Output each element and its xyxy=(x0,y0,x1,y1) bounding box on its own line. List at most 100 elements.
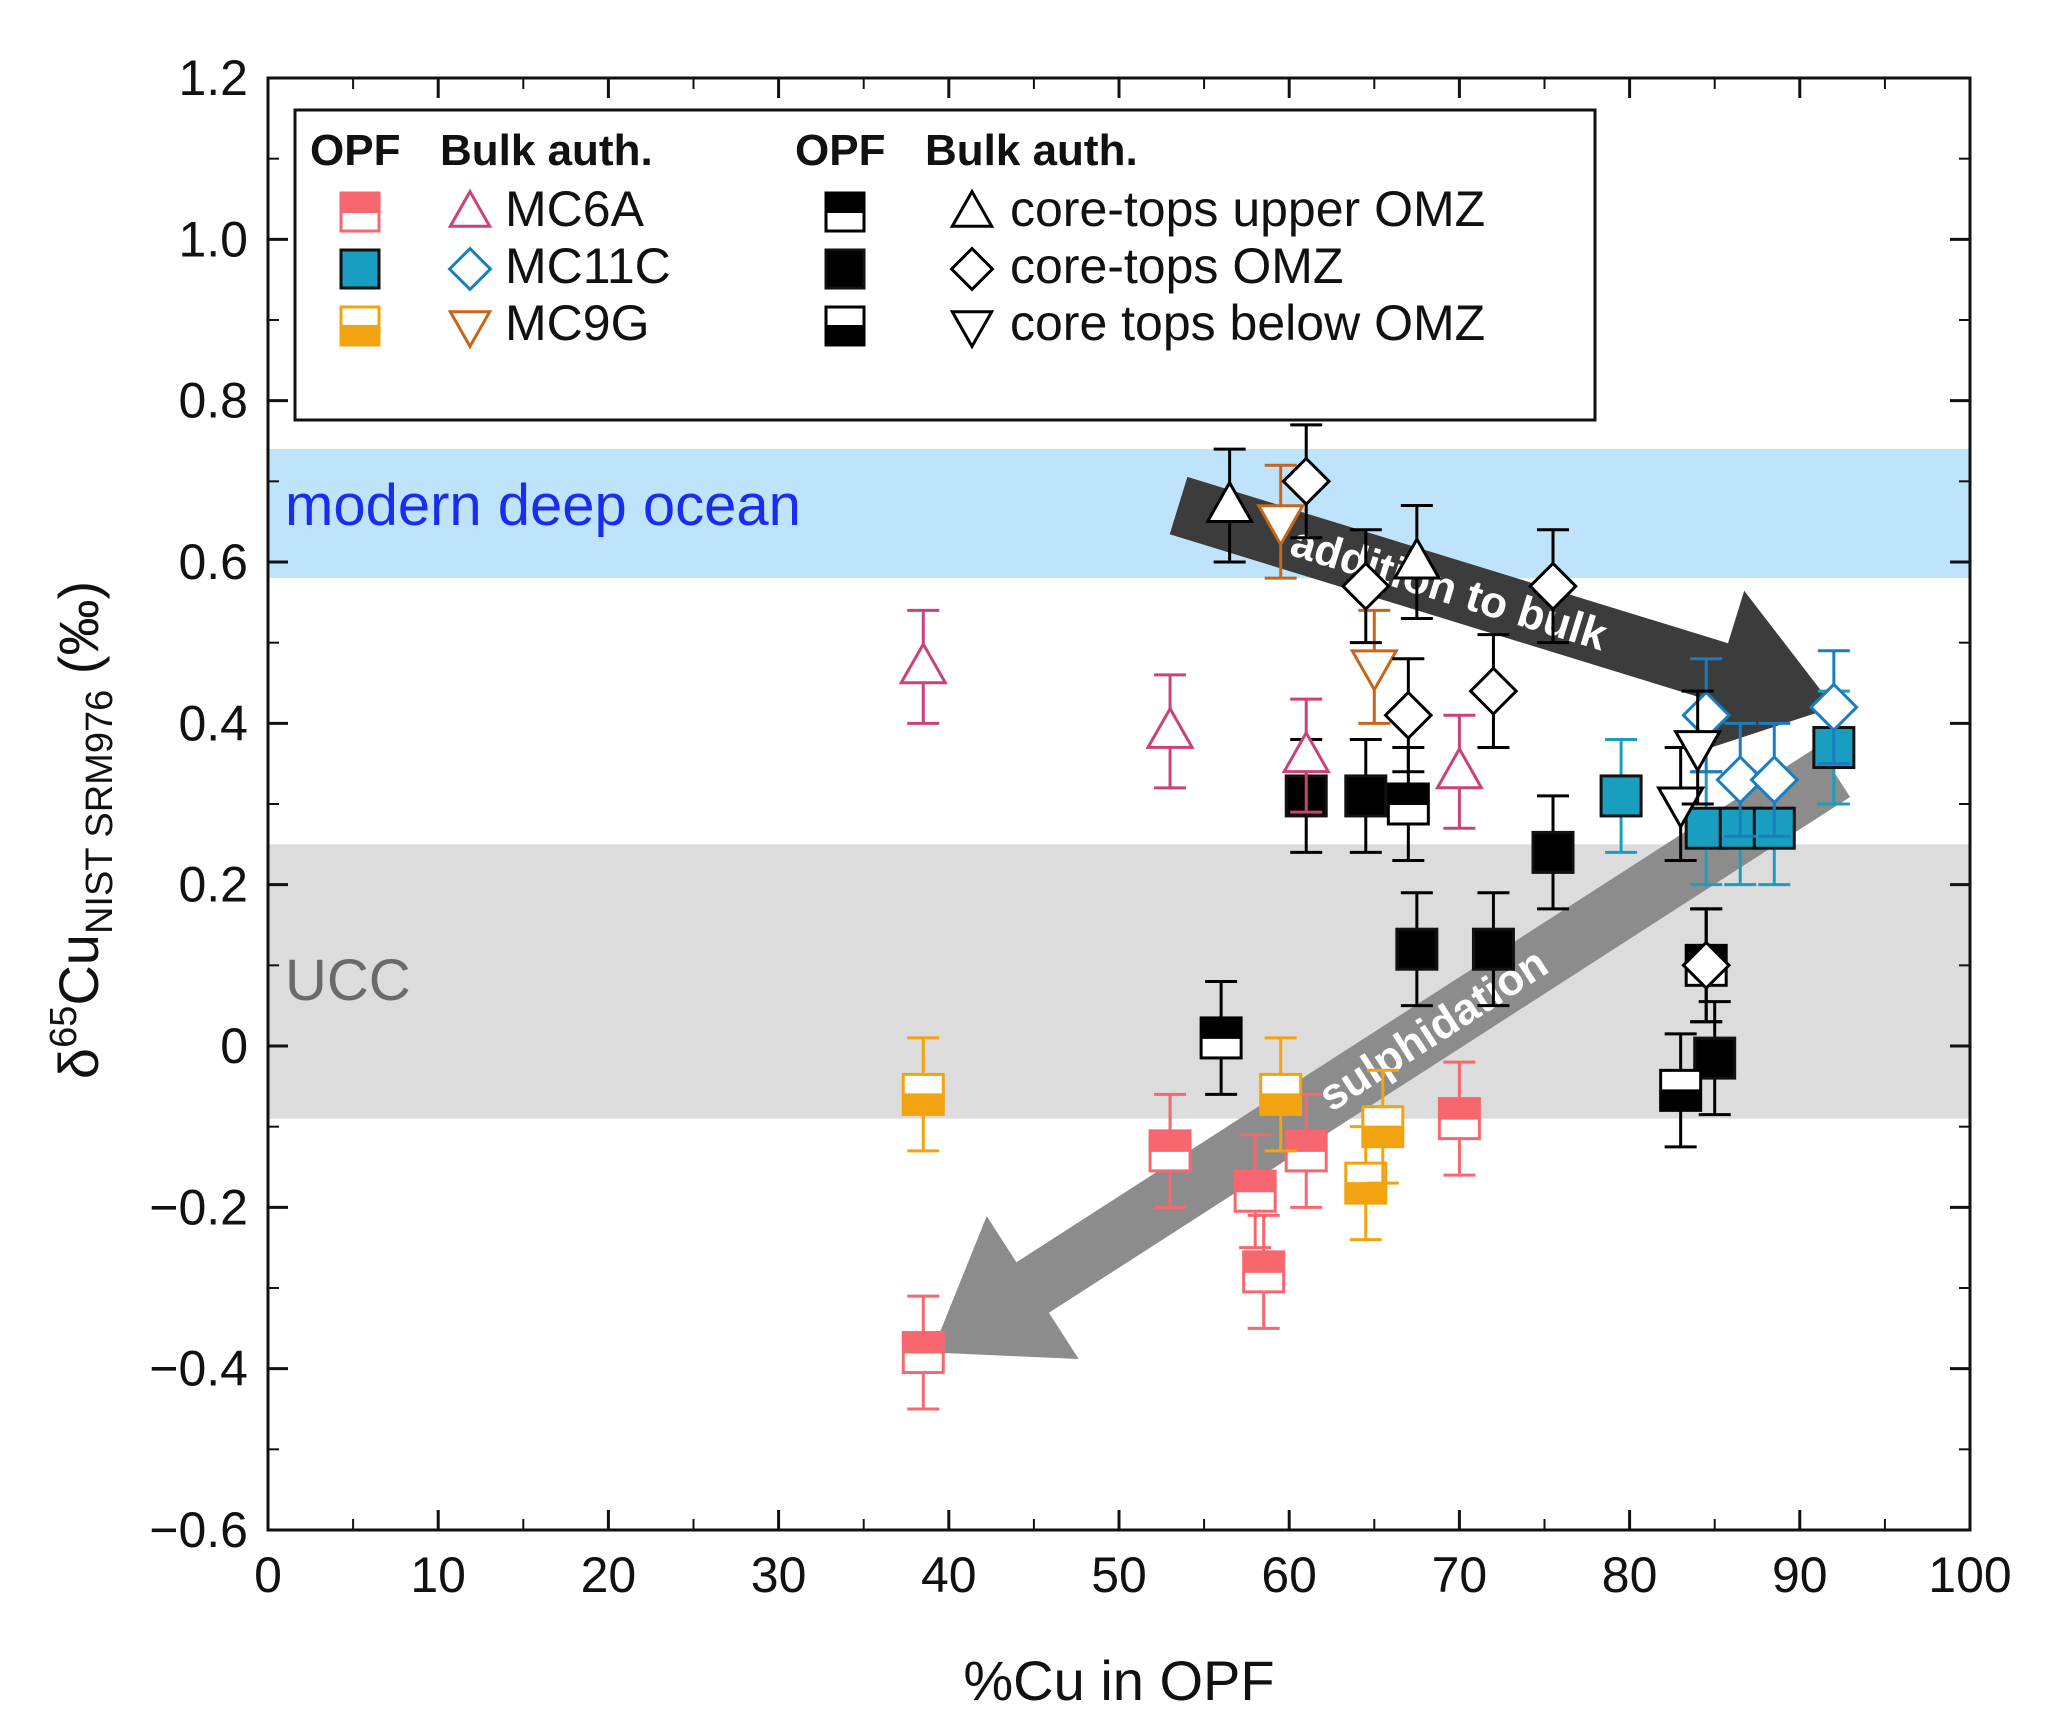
legend-opf-marker-mc11c xyxy=(339,248,381,290)
series-mc6a-opf xyxy=(901,1060,1481,1411)
legend-opf-marker-core-tops-upper-omz xyxy=(824,191,866,233)
legend-bulk-marker-mc9g xyxy=(447,310,493,350)
x-tick-label-60: 60 xyxy=(1261,1547,1317,1603)
legend-opf-marker-mc6a xyxy=(339,191,381,233)
point-mc11c-bulk-3 xyxy=(1808,649,1859,766)
point-core-tops-omz-bulk-2 xyxy=(1383,657,1434,774)
series-core-tops-below-omz-opf xyxy=(1659,1032,1703,1149)
y-tick-label-1-0: 1.0 xyxy=(178,211,248,267)
legend-bulk-marker-core-tops-below-omz xyxy=(949,310,995,350)
point-mc6a-opf-0 xyxy=(901,1294,945,1411)
arrow-addition-to-bulk xyxy=(1169,476,1834,754)
band-labels: modern deep ocean UCC xyxy=(285,473,801,1013)
y-axis-title-sup: 65 xyxy=(43,1006,85,1048)
band-label-ucc: UCC xyxy=(285,948,411,1013)
legend-header-opf-right: OPF xyxy=(795,126,885,175)
series-mc9g-bulk xyxy=(1256,463,1399,725)
legend-label-mc6a: MC6A xyxy=(505,181,645,237)
y-tick-label-0-2: 0.2 xyxy=(178,857,248,913)
legend-label-core-tops-upper-omz: core-tops upper OMZ xyxy=(1010,181,1485,237)
y-axis-title-suffix: (‰) xyxy=(47,581,110,690)
y-tick-label-0-6: 0.6 xyxy=(178,534,248,590)
y-axis-title-main: Cu xyxy=(47,934,110,1006)
point-mc6a-opf-3 xyxy=(1242,1213,1286,1330)
y-axis-title: δ65CuNIST SRM976 (‰) xyxy=(43,581,121,1079)
x-tick-label-10: 10 xyxy=(410,1547,466,1603)
series-core-tops-below-omz-bulk xyxy=(1656,689,1723,862)
legend-bulk-marker-core-tops-upper-omz xyxy=(949,188,995,228)
x-tick-label-100: 100 xyxy=(1928,1547,2011,1603)
point-mc9g-opf-0 xyxy=(901,1036,945,1153)
legend-header-opf-left: OPF xyxy=(310,126,400,175)
x-tick-label-0: 0 xyxy=(254,1547,282,1603)
series-core-tops-omz-bulk xyxy=(1281,423,1732,1024)
point-mc6a-opf-4 xyxy=(1284,1092,1328,1209)
point-mc9g-opf-3 xyxy=(1361,1068,1405,1185)
x-tick-label-20: 20 xyxy=(581,1547,637,1603)
y-tick-label-0-4: −0.4 xyxy=(149,1341,248,1397)
point-mc9g-bulk-1 xyxy=(1349,608,1399,725)
x-tick-label-80: 80 xyxy=(1602,1547,1658,1603)
point-core-tops-upper-omz-opf-0 xyxy=(1199,979,1243,1096)
point-core-tops-omz-opf-1 xyxy=(1344,737,1388,854)
legend-opf-marker-core-tops-below-omz xyxy=(824,305,866,347)
point-core-tops-omz-bulk-1 xyxy=(1340,528,1391,645)
series-mc11c-bulk xyxy=(1681,649,1859,838)
x-tick-label-90: 90 xyxy=(1772,1547,1828,1603)
point-core-tops-omz-opf-2 xyxy=(1395,891,1439,1008)
x-tick-label-30: 30 xyxy=(751,1547,807,1603)
x-axis-title: %Cu in OPF xyxy=(963,1649,1274,1712)
legend-label-mc9g: MC9G xyxy=(505,295,649,351)
legend-opf-marker-core-tops-omz xyxy=(824,248,866,290)
point-mc6a-bulk-2 xyxy=(1281,697,1331,814)
legend-label-core-tops-omz: core-tops OMZ xyxy=(1010,238,1343,294)
point-mc9g-opf-1 xyxy=(1259,1036,1303,1153)
point-mc9g-bulk-0 xyxy=(1256,463,1306,580)
legend-label-core-tops-below-omz: core tops below OMZ xyxy=(1010,295,1485,351)
legend-bulk-marker-mc11c xyxy=(447,246,493,292)
point-mc11c-opf-0 xyxy=(1599,737,1643,854)
point-core-tops-upper-omz-bulk-1 xyxy=(1392,504,1442,620)
y-tick-label-0-4: 0.4 xyxy=(178,695,248,751)
point-mc6a-bulk-1 xyxy=(1145,673,1195,790)
legend: OPF Bulk auth. OPF Bulk auth. MC6A MC11C… xyxy=(293,108,1597,422)
point-mc11c-bulk-1 xyxy=(1715,721,1766,838)
point-mc6a-bulk-3 xyxy=(1434,713,1484,830)
point-core-tops-omz-bulk-4 xyxy=(1528,528,1578,645)
y-axis-title-prefix: δ xyxy=(47,1048,110,1079)
point-core-tops-omz-bulk-5 xyxy=(1681,907,1732,1024)
point-core-tops-omz-bulk-0 xyxy=(1281,423,1332,540)
point-core-tops-upper-omz-opf-1 xyxy=(1386,746,1430,862)
legend-opf-marker-mc9g xyxy=(339,305,381,347)
point-core-tops-below-omz-bulk-1 xyxy=(1673,689,1723,806)
point-core-tops-below-omz-opf-0 xyxy=(1659,1032,1703,1149)
legend-label-mc11c: MC11C xyxy=(505,238,671,294)
point-mc6a-bulk-0 xyxy=(898,608,948,725)
point-core-tops-omz-opf-4 xyxy=(1531,794,1575,911)
series-core-tops-upper-omz-bulk xyxy=(1205,447,1442,620)
y-tick-label-0: 0 xyxy=(220,1018,248,1074)
series-core-tops-omz-opf xyxy=(1284,737,1737,1117)
legend-bulk-marker-core-tops-omz xyxy=(949,246,995,292)
x-tick-label-70: 70 xyxy=(1432,1547,1488,1603)
series-mc9g-opf xyxy=(901,1036,1405,1242)
legend-box xyxy=(293,108,1597,422)
y-tick-label-0-8: 0.8 xyxy=(178,373,248,429)
x-tick-label-50: 50 xyxy=(1091,1547,1147,1603)
legend-header-bulk-left: Bulk auth. xyxy=(440,126,653,175)
band-label-modern-deep-ocean: modern deep ocean xyxy=(285,473,801,538)
point-mc6a-opf-5 xyxy=(1437,1060,1481,1177)
point-mc11c-bulk-2 xyxy=(1749,721,1800,838)
axis-ticks: 0 10 20 30 40 50 60 70 80 90 100 1.2 1.0 0.8 0.6 0.4 0.2… xyxy=(149,50,2011,1603)
x-tick-label-40: 40 xyxy=(921,1547,977,1603)
data-points xyxy=(898,423,1859,1411)
y-tick-label-1-2: 1.2 xyxy=(178,50,248,106)
legend-header-bulk-right: Bulk auth. xyxy=(925,126,1138,175)
point-mc6a-opf-1 xyxy=(1148,1092,1192,1209)
legend-markers xyxy=(339,188,995,350)
point-core-tops-omz-bulk-3 xyxy=(1468,633,1519,750)
band-modern-deep-ocean xyxy=(268,449,1970,579)
series-mc6a-bulk xyxy=(898,608,1484,830)
y-tick-label-0-2: −0.2 xyxy=(149,1179,248,1235)
